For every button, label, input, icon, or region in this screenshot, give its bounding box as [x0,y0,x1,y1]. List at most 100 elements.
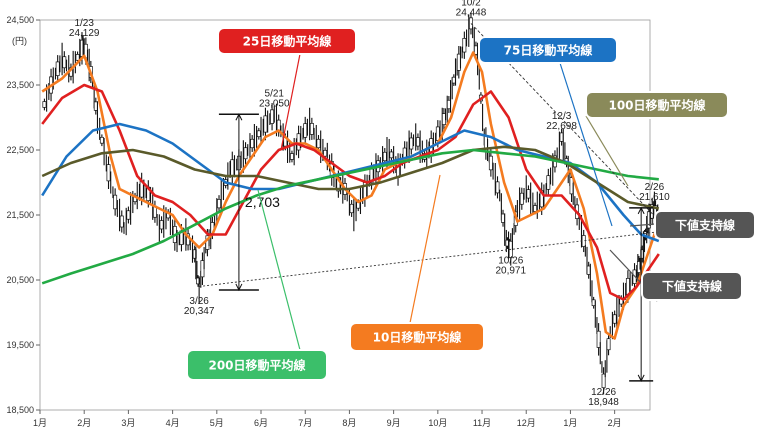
price-candle [62,56,67,69]
ma-line [41,148,659,285]
x-tick-label: 5月 [210,418,224,428]
price-candle [42,101,47,108]
price-candle [625,278,630,295]
price-candle [113,194,118,210]
y-tick-label: 23,500 [6,80,34,90]
bracket-arrow-up [637,206,645,215]
ma-line [41,51,661,340]
price-candle [309,122,314,135]
callout-box [186,349,328,381]
callout-leader [257,189,301,351]
price-candle [389,151,394,159]
bracket-arrow-down [637,374,645,382]
callout-label: 下値支持線 [662,279,722,294]
price-candle [546,175,551,190]
x-tick-label: 11月 [473,418,491,428]
x-tick-label: 2月 [608,418,622,428]
x-tick-label: 6月 [254,418,268,428]
callout-label: 下値支持線 [675,218,735,233]
price-candle [435,126,440,141]
annotation-value: 21,610 [639,192,670,203]
price-candle [596,330,601,348]
price-candle [159,220,164,230]
callouts: 25日移動平均線75日移動平均線100日移動平均線下値支持線下値支持線10日移動… [186,27,756,381]
callout-box [349,322,485,352]
annotation-date: 10/26 [498,255,523,266]
x-tick-label: 7月 [298,418,312,428]
price-candle [409,137,414,150]
x-tick-label: 2月 [77,418,91,428]
price-candle [415,137,420,147]
annotation-date: 1/23 [74,18,94,29]
price-candle [55,61,60,76]
price-candle [256,130,261,138]
price-candle [606,338,611,351]
support-trendlines [199,23,664,287]
callout-leader [629,223,656,227]
annotation-value: 20,347 [184,306,215,317]
x-tick-label: 1月 [563,418,577,428]
price-candle [119,215,124,228]
chart-grid [39,19,651,411]
price-candle [243,147,248,160]
y-axis-unit: (円) [12,36,27,46]
price-candle [323,149,328,157]
price-candle [526,189,531,199]
price-candle [290,153,294,160]
x-tick-label: 1月 [33,418,47,428]
x-tick-label: 4月 [166,418,180,428]
callout-leader [559,62,613,227]
callout-box [654,210,756,240]
price-candle [519,192,524,205]
x-tick-label: 12月 [517,418,536,428]
price-candle [250,138,255,149]
callout-leader [409,174,441,324]
annotation-value: 22,698 [546,121,577,132]
x-tick-label: 3月 [121,418,135,428]
annotation-value: 23,050 [259,98,290,109]
price-series [42,12,659,395]
y-tick-label: 18,500 [6,405,34,415]
trend-line [199,230,664,287]
callout-leader [609,249,643,285]
annotation-value: 24,129 [69,28,100,39]
price-candle [533,205,538,212]
annotation-value: 20,971 [495,265,526,276]
price-candle [488,155,493,171]
annotation-date: 3/26 [189,296,209,307]
price-candle [612,314,617,324]
ma-line [41,145,660,210]
x-axis: 1月 2月 3月 4月 5月 6月 7月 8月 9月 10月 11月 12月 1月 2月 [33,410,622,428]
y-tick-label: 24,500 [6,15,34,25]
price-candle [601,373,606,389]
callout-leaders [257,53,656,351]
y-tick-label: 22,500 [6,145,34,155]
annotation-date: 12/3 [552,111,572,122]
price-candle [99,136,104,144]
x-tick-label: 9月 [387,418,401,428]
bracket-arrow-down [235,283,243,292]
callout-label: 100日移動平均線 [608,98,705,113]
annotation-date: 12/26 [591,387,616,398]
price-candle [296,133,301,151]
x-tick-label: 8月 [342,418,356,428]
annotation-date: 10/2 [461,0,481,8]
y-tick-label: 19,500 [6,340,34,350]
annotation-date: 2/26 [645,182,665,193]
y-tick-label: 21,500 [6,210,34,220]
callout-label: 75日移動平均線 [504,43,593,58]
callout-label: 25日移動平均線 [243,34,332,49]
callout-box [217,27,357,55]
callout-box [641,271,743,301]
difference-label: 2,703 [245,194,280,210]
price-candle [316,138,321,149]
annotation-date: 5/21 [265,88,285,99]
callout-box [585,91,729,119]
price-candle [462,38,467,53]
price-candle [106,164,111,182]
y-axis: 18,500 19,500 20,500 21,500 22,500 23,500 24,5… [6,15,40,415]
callout-leader [280,53,301,151]
price-candle [263,115,268,133]
